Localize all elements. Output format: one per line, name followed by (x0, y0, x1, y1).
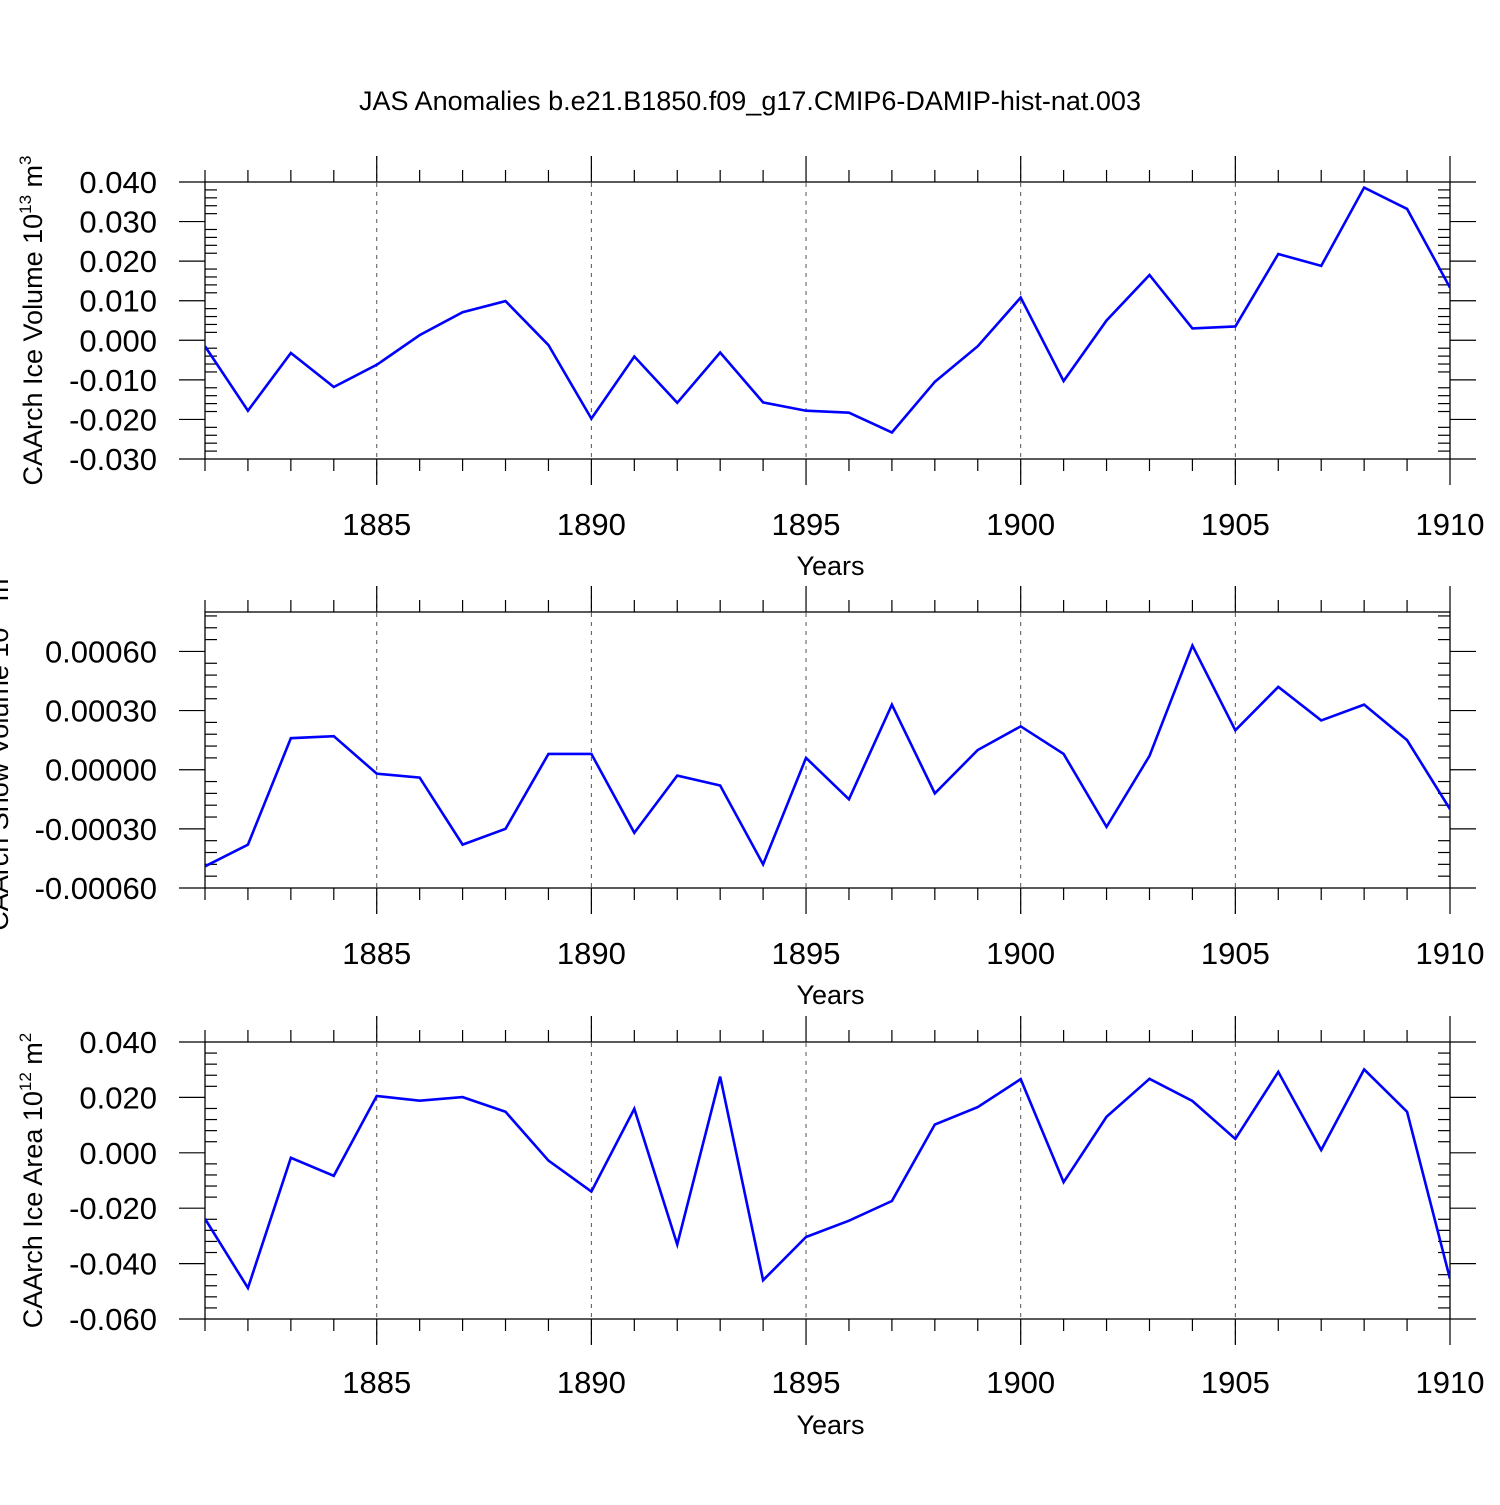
y-tick-label: 0.00060 (45, 634, 157, 669)
y-tick-label: -0.00060 (35, 871, 157, 906)
panel-ice-area: -0.060 -0.040 -0.020 0.000 0.020 0.040 1885 189… (16, 1016, 1484, 1440)
x-tick-label: 1900 (986, 1365, 1055, 1400)
y-tick-label: -0.020 (69, 402, 157, 437)
y-axis-title-main: CAArch Snow Volume 10 (0, 628, 14, 931)
x-tick-label: 1885 (342, 507, 411, 542)
y-tick-label: 0.000 (79, 1136, 157, 1171)
x-tick-label: 1910 (1416, 936, 1485, 971)
x-tick-label: 1900 (986, 507, 1055, 542)
y-axis-title: CAArch Snow Volume 1013 m3 (0, 569, 14, 931)
y-tick-label: 0.020 (79, 1080, 157, 1115)
chart-title: JAS Anomalies b.e21.B1850.f09_g17.CMIP6-… (359, 86, 1141, 116)
series-line-snow-volume (205, 642, 1450, 868)
y-tick-label: 0.00030 (45, 694, 157, 729)
x-tick-label: 1885 (342, 936, 411, 971)
y-axis-title-unit: m (18, 1042, 48, 1072)
y-axis-title-unit-exponent: 2 (16, 1033, 35, 1042)
y-axis-title-unit: m (0, 579, 14, 609)
y-axis-title-exponent: 13 (0, 609, 1, 628)
y-tick-label: -0.060 (69, 1302, 157, 1337)
y-axis-title-unit: m (18, 165, 48, 195)
plot-frame (204, 181, 1451, 460)
x-tick-label: 1885 (342, 1365, 411, 1400)
y-tick-label: -0.020 (69, 1191, 157, 1226)
x-axis-title: Years (796, 551, 864, 581)
y-tick-label: 0.030 (79, 205, 157, 240)
x-tick-label: 1900 (986, 936, 1055, 971)
plot-frame (204, 611, 1451, 889)
y-tick-label: 0.00000 (45, 753, 157, 788)
y-axis-title: CAArch Ice Area 1012 m2 (16, 1033, 48, 1329)
y-axis-title-main: CAArch Ice Area 10 (18, 1091, 48, 1328)
panel-snow-volume: -0.00060 -0.00030 0.00000 0.00030 0.00060 188… (0, 569, 1484, 1010)
y-tick-label: 0.010 (79, 284, 157, 319)
x-tick-label: 1910 (1416, 507, 1485, 542)
y-tick-label: 0.020 (79, 244, 157, 279)
y-tick-label: -0.040 (69, 1247, 157, 1282)
y-axis-title-main: CAArch Ice Volume 10 (18, 214, 48, 486)
x-tick-label: 1890 (557, 507, 626, 542)
y-axis-title-unit-exponent: 3 (16, 155, 35, 164)
x-axis-title: Years (796, 1410, 864, 1440)
y-tick-label: 0.040 (79, 1025, 157, 1060)
x-tick-label: 1895 (772, 507, 841, 542)
series-line-ice-volume (205, 185, 1450, 435)
x-tick-label: 1890 (557, 936, 626, 971)
y-axis-title: CAArch Ice Volume 1013 m3 (16, 155, 48, 485)
y-tick-label: -0.010 (69, 363, 157, 398)
x-tick-label: 1905 (1201, 507, 1270, 542)
panel-ice-volume: -0.030 -0.020 -0.010 0.000 0.010 0.020 0.030 0.… (16, 155, 1484, 581)
series-line-ice-area (205, 1067, 1450, 1292)
x-tick-label: 1905 (1201, 1365, 1270, 1400)
x-tick-label: 1910 (1416, 1365, 1485, 1400)
y-axis-title-exponent: 12 (16, 1072, 35, 1091)
x-tick-label: 1890 (557, 1365, 626, 1400)
y-tick-label: -0.00030 (35, 812, 157, 847)
y-tick-label: 0.000 (79, 323, 157, 358)
x-tick-label: 1905 (1201, 936, 1270, 971)
y-tick-label: -0.030 (69, 442, 157, 477)
y-axis-title-unit-exponent: 3 (0, 569, 1, 578)
plot-frame (204, 1041, 1451, 1320)
y-axis-title-exponent: 13 (16, 195, 35, 214)
x-axis-title: Years (796, 980, 864, 1010)
y-tick-label: 0.040 (79, 165, 157, 200)
x-tick-label: 1895 (772, 936, 841, 971)
x-tick-label: 1895 (772, 1365, 841, 1400)
